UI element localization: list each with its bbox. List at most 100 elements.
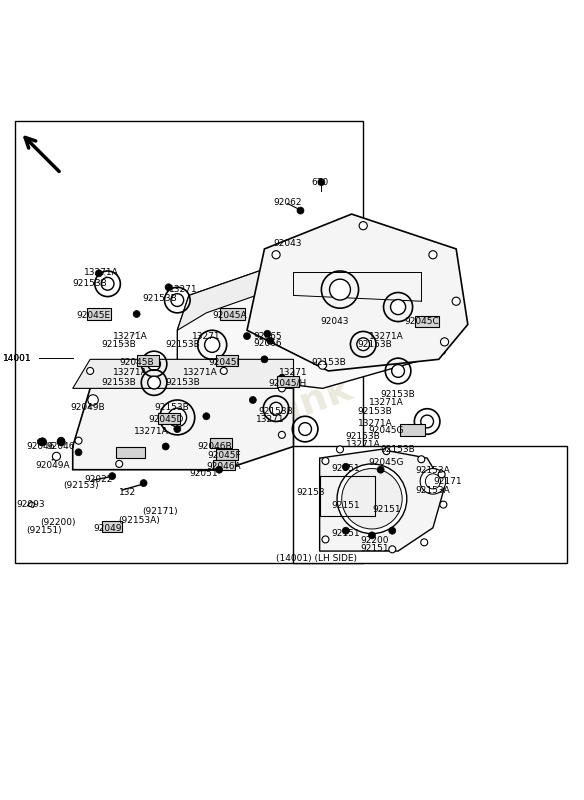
- Circle shape: [109, 473, 116, 479]
- Circle shape: [318, 178, 325, 186]
- Circle shape: [244, 333, 251, 339]
- Circle shape: [357, 338, 370, 350]
- Polygon shape: [73, 359, 294, 388]
- Circle shape: [53, 452, 61, 461]
- Bar: [86, 308, 111, 320]
- Circle shape: [261, 356, 268, 363]
- Circle shape: [133, 310, 140, 318]
- Text: 670: 670: [311, 178, 328, 186]
- Bar: [319, 475, 375, 516]
- Text: 13271A: 13271A: [369, 398, 404, 407]
- Circle shape: [37, 438, 44, 446]
- Text: 13271A: 13271A: [346, 440, 381, 450]
- Bar: [137, 355, 159, 366]
- Circle shape: [95, 270, 102, 277]
- Text: 92153B: 92153B: [259, 407, 293, 416]
- Circle shape: [297, 207, 304, 214]
- Text: 14001: 14001: [3, 354, 32, 362]
- Text: 92153B: 92153B: [346, 432, 381, 441]
- Text: (92153A): (92153A): [119, 516, 161, 525]
- Polygon shape: [178, 249, 456, 330]
- Circle shape: [272, 250, 280, 259]
- Circle shape: [377, 466, 384, 474]
- Circle shape: [420, 469, 446, 494]
- Bar: [220, 308, 245, 320]
- Circle shape: [171, 294, 184, 306]
- Text: 92093: 92093: [16, 500, 45, 509]
- Circle shape: [165, 284, 172, 290]
- Polygon shape: [319, 450, 444, 551]
- Text: 13271A: 13271A: [134, 427, 169, 437]
- Text: Parts
PartsLink: Parts PartsLink: [136, 326, 358, 474]
- Circle shape: [140, 479, 147, 486]
- Circle shape: [299, 422, 311, 435]
- Circle shape: [420, 415, 433, 428]
- Circle shape: [389, 546, 396, 553]
- Text: 92153: 92153: [297, 489, 325, 498]
- Circle shape: [267, 338, 274, 344]
- Text: 92045E: 92045E: [76, 311, 110, 320]
- Text: 92045/H: 92045/H: [269, 378, 307, 387]
- Text: 92046: 92046: [47, 442, 75, 451]
- Circle shape: [440, 338, 449, 346]
- Circle shape: [420, 539, 427, 546]
- Text: 92049: 92049: [93, 525, 122, 534]
- Text: 92046: 92046: [26, 442, 55, 451]
- Circle shape: [249, 397, 256, 403]
- Circle shape: [58, 437, 65, 444]
- Circle shape: [174, 426, 181, 433]
- Text: 13271: 13271: [256, 414, 284, 424]
- Circle shape: [215, 466, 223, 474]
- Text: 92151: 92151: [332, 502, 360, 510]
- Circle shape: [329, 279, 350, 300]
- Circle shape: [220, 461, 227, 467]
- Text: 92045B: 92045B: [119, 358, 154, 366]
- Text: 13271: 13271: [169, 285, 197, 294]
- Text: 92153B: 92153B: [166, 378, 200, 387]
- Text: 92153B: 92153B: [102, 378, 137, 387]
- Circle shape: [168, 408, 187, 426]
- Circle shape: [148, 376, 161, 389]
- Text: 92046A: 92046A: [207, 462, 241, 471]
- Text: 92153B: 92153B: [381, 390, 415, 398]
- Text: 92045A: 92045A: [212, 311, 247, 320]
- Circle shape: [392, 365, 405, 378]
- Circle shape: [39, 438, 47, 446]
- Circle shape: [342, 463, 349, 470]
- Circle shape: [204, 338, 220, 352]
- Text: 92153B: 92153B: [102, 340, 137, 350]
- Text: 92171: 92171: [433, 477, 462, 486]
- Circle shape: [88, 394, 98, 406]
- Bar: [116, 447, 145, 458]
- Circle shape: [226, 310, 233, 318]
- Text: 92043: 92043: [273, 238, 302, 248]
- Text: 92153B: 92153B: [73, 279, 107, 288]
- Text: (92151): (92151): [26, 526, 61, 535]
- Text: 132: 132: [119, 489, 137, 498]
- Text: 13271A: 13271A: [183, 368, 218, 377]
- Circle shape: [145, 356, 152, 363]
- Circle shape: [359, 222, 367, 230]
- Text: 92153A: 92153A: [416, 486, 450, 494]
- Text: 14001: 14001: [3, 354, 32, 362]
- Text: 92022: 92022: [85, 475, 113, 484]
- Circle shape: [418, 456, 425, 462]
- Circle shape: [279, 385, 286, 392]
- Text: 92153B: 92153B: [357, 407, 392, 416]
- Text: 13271A: 13271A: [113, 331, 148, 341]
- Bar: [210, 438, 232, 448]
- Circle shape: [220, 367, 227, 374]
- Circle shape: [75, 437, 82, 444]
- Circle shape: [440, 501, 447, 508]
- Circle shape: [148, 358, 161, 370]
- Text: 92151: 92151: [372, 505, 401, 514]
- Text: 92066: 92066: [253, 338, 281, 347]
- Polygon shape: [73, 359, 294, 470]
- Text: 92153B: 92153B: [381, 445, 415, 454]
- Circle shape: [391, 299, 406, 314]
- Text: 92045D: 92045D: [148, 414, 183, 424]
- Text: 92045G: 92045G: [369, 458, 404, 467]
- Text: (14001) (LH SIDE): (14001) (LH SIDE): [276, 554, 357, 562]
- Text: 92051: 92051: [189, 470, 218, 478]
- Text: 92049B: 92049B: [70, 403, 105, 412]
